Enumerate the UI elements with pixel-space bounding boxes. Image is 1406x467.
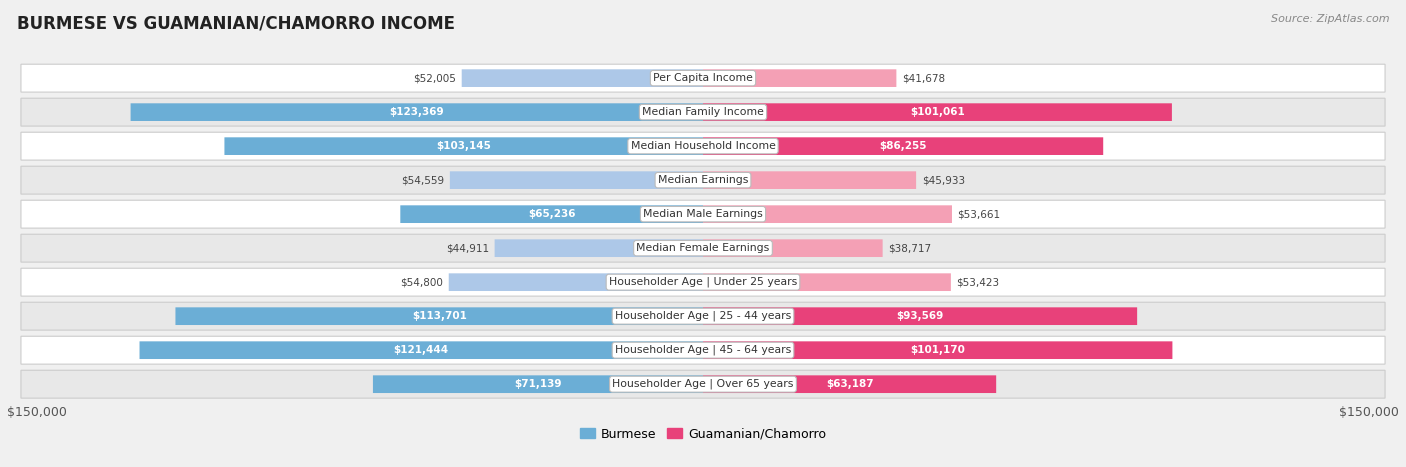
FancyBboxPatch shape: [703, 341, 1173, 359]
Text: $113,701: $113,701: [412, 311, 467, 321]
Text: $45,933: $45,933: [922, 175, 965, 185]
Text: $54,559: $54,559: [401, 175, 444, 185]
FancyBboxPatch shape: [373, 375, 703, 393]
Text: BURMESE VS GUAMANIAN/CHAMORRO INCOME: BURMESE VS GUAMANIAN/CHAMORRO INCOME: [17, 14, 456, 32]
Text: $52,005: $52,005: [413, 73, 456, 83]
FancyBboxPatch shape: [21, 166, 1385, 194]
FancyBboxPatch shape: [703, 239, 883, 257]
Text: $63,187: $63,187: [825, 379, 873, 389]
Text: Median Household Income: Median Household Income: [630, 141, 776, 151]
FancyBboxPatch shape: [176, 307, 703, 325]
Text: $44,911: $44,911: [446, 243, 489, 253]
FancyBboxPatch shape: [703, 103, 1173, 121]
FancyBboxPatch shape: [450, 171, 703, 189]
Text: $53,423: $53,423: [956, 277, 1000, 287]
FancyBboxPatch shape: [21, 132, 1385, 160]
Text: $123,369: $123,369: [389, 107, 444, 117]
Text: Householder Age | Under 25 years: Householder Age | Under 25 years: [609, 277, 797, 287]
Text: Median Earnings: Median Earnings: [658, 175, 748, 185]
FancyBboxPatch shape: [449, 273, 703, 291]
Text: Source: ZipAtlas.com: Source: ZipAtlas.com: [1271, 14, 1389, 24]
FancyBboxPatch shape: [703, 205, 952, 223]
FancyBboxPatch shape: [401, 205, 703, 223]
Text: $101,061: $101,061: [910, 107, 965, 117]
FancyBboxPatch shape: [225, 137, 703, 155]
Text: $71,139: $71,139: [515, 379, 562, 389]
FancyBboxPatch shape: [21, 64, 1385, 92]
FancyBboxPatch shape: [495, 239, 703, 257]
Text: $86,255: $86,255: [879, 141, 927, 151]
FancyBboxPatch shape: [21, 268, 1385, 296]
FancyBboxPatch shape: [703, 69, 897, 87]
FancyBboxPatch shape: [703, 137, 1104, 155]
Text: Median Female Earnings: Median Female Earnings: [637, 243, 769, 253]
FancyBboxPatch shape: [703, 307, 1137, 325]
Text: $38,717: $38,717: [889, 243, 931, 253]
Text: $101,170: $101,170: [910, 345, 965, 355]
FancyBboxPatch shape: [21, 370, 1385, 398]
FancyBboxPatch shape: [703, 171, 917, 189]
Text: $53,661: $53,661: [957, 209, 1001, 219]
FancyBboxPatch shape: [21, 234, 1385, 262]
FancyBboxPatch shape: [139, 341, 703, 359]
Text: Per Capita Income: Per Capita Income: [652, 73, 754, 83]
Text: Householder Age | Over 65 years: Householder Age | Over 65 years: [612, 379, 794, 389]
FancyBboxPatch shape: [21, 200, 1385, 228]
FancyBboxPatch shape: [21, 336, 1385, 364]
FancyBboxPatch shape: [461, 69, 703, 87]
Legend: Burmese, Guamanian/Chamorro: Burmese, Guamanian/Chamorro: [575, 423, 831, 446]
Text: Householder Age | 45 - 64 years: Householder Age | 45 - 64 years: [614, 345, 792, 355]
FancyBboxPatch shape: [703, 273, 950, 291]
Text: $150,000: $150,000: [1339, 406, 1399, 419]
Text: $121,444: $121,444: [394, 345, 449, 355]
Text: $103,145: $103,145: [436, 141, 491, 151]
Text: $93,569: $93,569: [897, 311, 943, 321]
Text: Median Family Income: Median Family Income: [643, 107, 763, 117]
Text: $54,800: $54,800: [401, 277, 443, 287]
Text: $65,236: $65,236: [527, 209, 575, 219]
FancyBboxPatch shape: [131, 103, 703, 121]
FancyBboxPatch shape: [703, 375, 997, 393]
Text: $41,678: $41,678: [901, 73, 945, 83]
Text: $150,000: $150,000: [7, 406, 67, 419]
FancyBboxPatch shape: [21, 302, 1385, 330]
FancyBboxPatch shape: [21, 98, 1385, 126]
Text: Householder Age | 25 - 44 years: Householder Age | 25 - 44 years: [614, 311, 792, 321]
Text: Median Male Earnings: Median Male Earnings: [643, 209, 763, 219]
